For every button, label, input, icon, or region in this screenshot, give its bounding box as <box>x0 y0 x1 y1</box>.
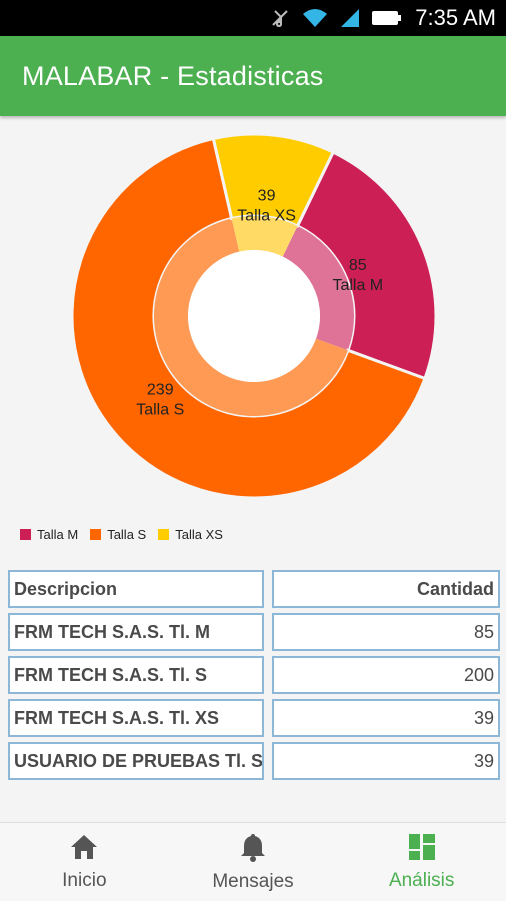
slice-category-label: Talla S <box>136 402 184 419</box>
row-quantity: 39 <box>272 742 500 780</box>
legend-item-talla-s: Talla S <box>90 527 146 542</box>
row-description: FRM TECH S.A.S. Tl. XS <box>8 699 264 737</box>
pie-chart: 85 Talla M 239 Talla S 39 Talla XS <box>0 118 506 518</box>
slice-category-label: Talla XS <box>237 208 296 225</box>
table-row: FRM TECH S.A.S. Tl. S 200 <box>8 656 500 694</box>
table-header-row: Descripcion Cantidad <box>8 570 500 608</box>
slice-value-label: 239 <box>147 382 174 399</box>
nav-label-mensajes: Mensajes <box>212 870 294 892</box>
nav-label-analisis: Análisis <box>388 869 455 891</box>
slice-value-label: 85 <box>349 257 367 274</box>
nav-item-inicio[interactable]: Inicio <box>0 823 169 901</box>
row-quantity: 39 <box>272 699 500 737</box>
row-quantity: 200 <box>272 656 500 694</box>
legend-label: Talla XS <box>175 527 223 542</box>
table-row: FRM TECH S.A.S. Tl. XS 39 <box>8 699 500 737</box>
home-icon <box>69 833 99 866</box>
pie-slice-inner-talla-m <box>282 225 354 351</box>
bottom-navigation: Inicio Mensajes Análisis <box>0 822 506 901</box>
row-quantity: 85 <box>272 613 500 651</box>
pie-slice-inner-talla-s <box>153 218 348 416</box>
pie-slice-inner-talla-xs <box>231 216 298 257</box>
pie-slice-talla-m <box>295 150 438 381</box>
legend-swatch-talla-xs <box>158 529 170 540</box>
row-description: FRM TECH S.A.S. Tl. S <box>8 656 264 694</box>
nav-label-inicio: Inicio <box>62 869 107 891</box>
slice-value-label: 39 <box>258 188 276 205</box>
stats-table: Descripcion Cantidad FRM TECH S.A.S. Tl.… <box>8 570 500 785</box>
bell-icon <box>239 832 267 867</box>
status-time: 7:35 AM <box>415 5 496 30</box>
nav-item-mensajes[interactable]: Mensajes <box>169 823 338 901</box>
signal-icon <box>339 7 361 29</box>
header-quantity: Cantidad <box>272 570 500 608</box>
donut-hole <box>188 250 320 382</box>
dashboard-icon <box>408 833 436 866</box>
pie-chart-svg: 85 Talla M 239 Talla S 39 Talla XS <box>70 132 438 500</box>
legend-label: Talla S <box>107 527 147 542</box>
legend-swatch-talla-s <box>90 529 102 540</box>
header-description: Descripcion <box>8 570 264 608</box>
legend-label: Talla M <box>37 527 79 542</box>
table-row: FRM TECH S.A.S. Tl. M 85 <box>8 613 500 651</box>
battery-icon <box>371 8 403 28</box>
legend-item-talla-m: Talla M <box>20 527 78 542</box>
chart-legend: Talla M Talla S Talla XS <box>20 527 223 542</box>
legend-item-talla-xs: Talla XS <box>158 527 223 542</box>
row-description: FRM TECH S.A.S. Tl. M <box>8 613 264 651</box>
app-bar: MALABAR - Estadisticas <box>0 36 506 116</box>
row-description: USUARIO DE PRUEBAS Tl. S <box>8 742 264 780</box>
slice-category-label: Talla M <box>332 277 383 294</box>
wifi-icon <box>301 7 329 29</box>
legend-swatch-talla-m <box>20 529 31 540</box>
table-row: USUARIO DE PRUEBAS Tl. S 39 <box>8 742 500 780</box>
status-bar: 7:35 AM <box>0 0 506 36</box>
page-title: MALABAR - Estadisticas <box>22 60 324 91</box>
mute-icon <box>269 7 291 29</box>
nav-item-analisis[interactable]: Análisis <box>337 823 506 901</box>
